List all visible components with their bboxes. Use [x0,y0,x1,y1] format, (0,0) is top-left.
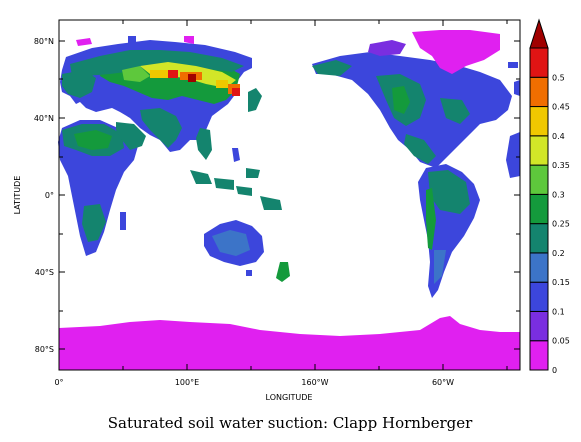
y-tick-label: 80°S [35,345,54,354]
uk [514,80,520,96]
colorbar-swatch [529,135,549,166]
arabia-landmass [116,122,146,150]
colorbar: 0 0.05 0.1 0.15 0.2 0.25 0.3 0.35 0.4 0.45 0.5 [529,18,570,375]
canadian-arctic [368,40,406,56]
colorbar-swatch [529,193,549,225]
y-ticks [59,40,520,350]
steppe-light-green [122,66,150,82]
colorbar-swatch [529,47,549,78]
iberia-edge [506,132,520,178]
eastern-us-teal [440,98,470,124]
x-tick-label: 0° [54,378,63,387]
colorbar-label: 0.4 [552,132,565,141]
southern-africa-green [82,204,106,242]
colorbar-arrow [529,18,549,49]
greenland [412,30,500,74]
y-axis-title: LATITUDE [13,176,22,215]
new-guinea [260,196,282,210]
hotspot-orange-1 [150,70,174,78]
europe-teal [62,70,96,98]
x-tick-label: 60°W [432,378,454,387]
y-tick-label: 40°N [34,114,54,123]
siberia-teal [70,50,244,76]
colorbar-label: 0.1 [552,307,565,316]
colorbar-label: 0.2 [552,249,565,258]
colorbar-label: 0 [552,366,557,375]
y-tick-label: 40°S [35,268,54,277]
colorbar-label: 0.3 [552,190,565,199]
alaska-green [312,60,352,76]
indochina [196,128,212,160]
colorbar-swatch [529,164,549,195]
colorbar-label: 0.5 [552,73,565,82]
map-caption: Saturated soil water suction: Clapp Horn… [108,414,473,432]
philippines [232,148,240,162]
colorbar-swatch [529,223,549,254]
patagonia-teal [434,250,446,284]
indonesia-islands [190,168,260,196]
hotspot-red-3 [232,88,240,96]
colorbar-label: 0.05 [552,337,570,346]
sahara-green [74,130,112,150]
antarctica [59,316,520,370]
y-tick-label: 80°N [34,37,54,46]
colorbar-label: 0.15 [552,278,570,287]
andes-green [426,188,436,250]
africa-landmass [58,120,138,256]
hotspot-yellow-1 [216,80,228,88]
tasmania [246,270,252,276]
colorbar-swatch [529,252,549,283]
x-tick-labels: 0° 100°E 160°W 60°W [54,378,454,387]
iceland [508,62,518,68]
map-panel: 0° 100°E 160°W 60°W 80°N 40°N 0° 40°S 80… [13,19,521,402]
rockies-green [392,86,410,114]
colorbar-label: 0.25 [552,220,570,229]
amazon-teal [428,170,470,214]
land-regions [58,30,520,370]
mexico [404,134,436,164]
colorbar-label: 0.35 [552,161,570,170]
y-tick-label: 0° [45,191,54,200]
novaya-zemlya [128,36,136,48]
madagascar [120,212,126,230]
colorbar-label: 0.45 [552,103,570,112]
y-tick-labels: 80°N 40°N 0° 40°S 80°S [34,37,54,354]
south-asia-teal [140,108,182,148]
colorbar-swatch [529,340,549,371]
colorbar-swatch [529,106,549,137]
australia-teal [212,230,250,256]
x-ticks [58,20,508,370]
japan [248,88,262,112]
new-zealand [276,262,290,282]
x-tick-label: 100°E [175,378,199,387]
x-axis-title: LONGITUDE [266,393,313,402]
hotspot-red-2 [188,74,196,82]
hotspot-red-1 [168,70,178,78]
colorbar-swatch [529,281,549,312]
x-tick-label: 160°W [301,378,328,387]
colorbar-swatch [529,76,549,108]
colorbar-swatch [529,310,549,342]
